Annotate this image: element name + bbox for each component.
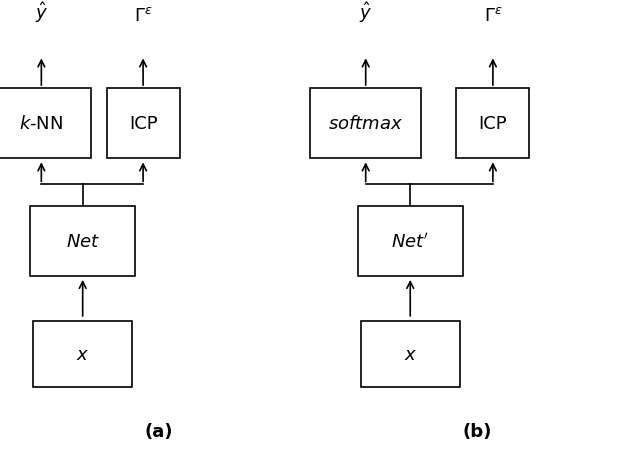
FancyBboxPatch shape (310, 89, 421, 159)
FancyBboxPatch shape (357, 207, 463, 276)
Text: ICP: ICP (478, 115, 508, 133)
FancyBboxPatch shape (361, 321, 460, 387)
Text: ICP: ICP (128, 115, 158, 133)
Text: $softmax$: $softmax$ (328, 115, 403, 133)
FancyBboxPatch shape (34, 321, 132, 387)
Text: $Net$: $Net$ (66, 232, 100, 250)
Text: $x$: $x$ (404, 345, 417, 363)
FancyBboxPatch shape (457, 89, 530, 159)
Text: (b): (b) (462, 422, 492, 440)
Text: $\Gamma^{\epsilon}$: $\Gamma^{\epsilon}$ (134, 7, 153, 25)
Text: (a): (a) (145, 422, 173, 440)
Text: $x$: $x$ (76, 345, 89, 363)
FancyBboxPatch shape (107, 89, 180, 159)
Text: $\hat{y}$: $\hat{y}$ (359, 0, 372, 25)
Text: $\hat{y}$: $\hat{y}$ (35, 0, 48, 25)
Text: $k$-NN: $k$-NN (19, 115, 64, 133)
FancyBboxPatch shape (0, 89, 91, 159)
Text: $Net'$: $Net'$ (391, 232, 429, 251)
FancyBboxPatch shape (31, 207, 135, 276)
Text: $\Gamma^{\epsilon}$: $\Gamma^{\epsilon}$ (483, 7, 502, 25)
